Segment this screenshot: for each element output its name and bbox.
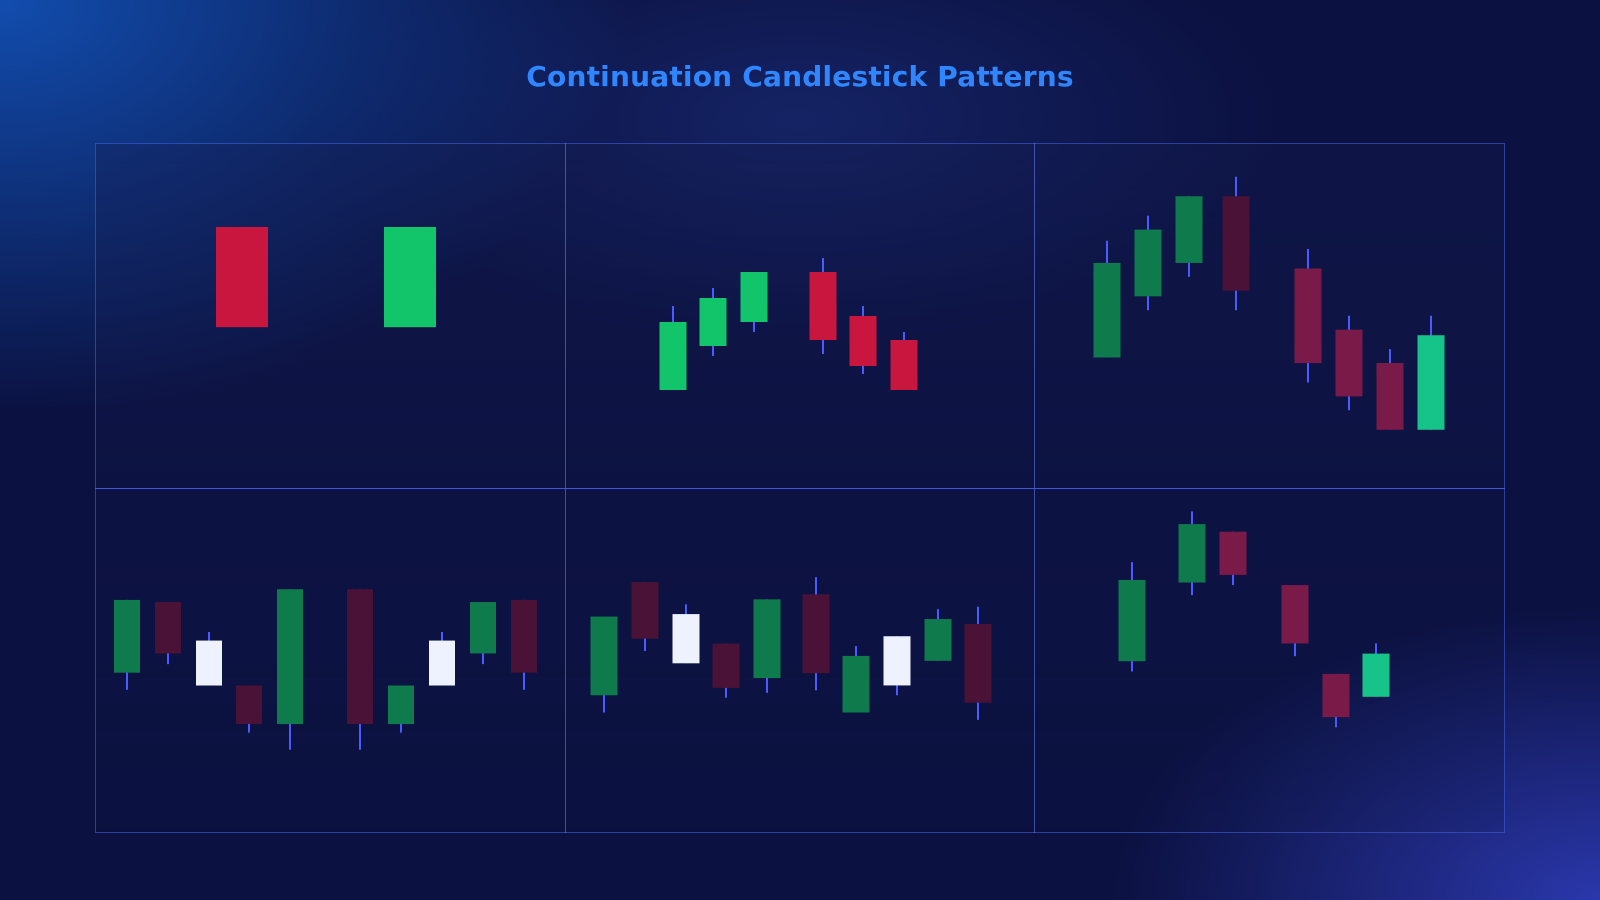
candle-3 (1175, 196, 1203, 277)
grid-divider-horizontal (95, 488, 1505, 489)
candle-3 (1219, 531, 1247, 586)
candle-body (1134, 229, 1162, 297)
candle-body (590, 616, 618, 696)
candle-body (1322, 673, 1350, 718)
panel-3 (1035, 144, 1504, 488)
candle-8 (429, 632, 455, 686)
candle-body (802, 594, 830, 674)
candle-2 (155, 602, 181, 665)
candle-7 (1376, 349, 1404, 430)
candle-1 (216, 227, 268, 328)
candle-body (347, 589, 373, 725)
candle-2 (384, 227, 436, 328)
candle-2 (631, 582, 659, 651)
panel-6 (1035, 489, 1504, 832)
candle-8 (1417, 315, 1445, 430)
candle-2 (1178, 511, 1206, 596)
candle-body (1222, 196, 1250, 291)
candle-5 (1322, 673, 1350, 728)
candle-body (196, 640, 222, 686)
candle-body (1219, 531, 1247, 575)
candle-3 (196, 632, 222, 686)
candle-2 (699, 288, 727, 356)
candle-body (631, 582, 659, 639)
candle-8 (883, 636, 911, 696)
candle-body (712, 643, 740, 688)
candle-5 (753, 599, 781, 693)
candle-1 (659, 306, 687, 390)
candle-6 (1362, 643, 1390, 697)
candle-body (1294, 268, 1322, 364)
panel-2 (566, 144, 1034, 488)
candle-body (384, 227, 436, 328)
candle-5 (277, 589, 303, 750)
panel-4-candles (114, 589, 537, 750)
candle-4 (1222, 176, 1250, 311)
candle-body (672, 614, 700, 664)
candle-body (753, 599, 781, 679)
candle-4 (236, 685, 262, 733)
panel-3-candles (1093, 176, 1445, 430)
panel-4 (96, 489, 565, 832)
candle-body (1376, 363, 1404, 430)
candle-body (155, 602, 181, 654)
candle-body (1362, 653, 1390, 697)
candle-6 (802, 577, 830, 691)
candle-3 (672, 604, 700, 664)
candle-6 (890, 332, 918, 390)
candle-body (1118, 579, 1146, 662)
panel-2-candles (659, 258, 918, 390)
candle-body (114, 599, 140, 673)
candle-4 (712, 643, 740, 698)
panel-1 (96, 144, 565, 488)
candle-5 (1294, 249, 1322, 383)
candle-body (1175, 196, 1203, 263)
candle-body (236, 685, 262, 725)
panel-1-candles (216, 227, 436, 328)
candle-body (216, 227, 268, 328)
candle-7 (388, 685, 414, 733)
candle-4 (809, 258, 837, 354)
candle-body (1178, 524, 1206, 583)
candle-9 (470, 602, 496, 665)
candle-body (1281, 585, 1309, 644)
candle-body (1417, 335, 1445, 430)
candle-body (388, 685, 414, 725)
candle-body (511, 599, 537, 673)
candle-10 (511, 599, 537, 690)
candle-1 (590, 616, 618, 713)
candle-body (890, 340, 918, 390)
candle-1 (114, 599, 140, 690)
candle-6 (1335, 315, 1363, 411)
candle-1 (1118, 562, 1146, 672)
candle-body (849, 316, 877, 366)
candle-body (809, 272, 837, 340)
candle-9 (924, 609, 952, 661)
candle-body (1335, 329, 1363, 397)
candle-body (740, 272, 768, 322)
candle-2 (1134, 215, 1162, 311)
candle-1 (1093, 240, 1121, 358)
candle-body (429, 640, 455, 686)
candle-5 (849, 306, 877, 374)
panel-5-candles (590, 577, 992, 720)
candle-body (699, 298, 727, 346)
candle-3 (740, 272, 768, 332)
candle-body (659, 322, 687, 390)
candle-body (883, 636, 911, 686)
candle-body (964, 623, 992, 703)
page-title: Continuation Candlestick Patterns (526, 60, 1074, 93)
candle-7 (842, 646, 870, 713)
panel-5 (566, 489, 1034, 832)
candle-10 (964, 606, 992, 720)
panel-6-candles (1118, 511, 1390, 728)
candle-4 (1281, 585, 1309, 657)
candle-body (470, 602, 496, 654)
candle-body (1093, 262, 1121, 358)
candle-body (277, 589, 303, 725)
candle-6 (347, 589, 373, 750)
candle-body (924, 619, 952, 661)
candle-body (842, 655, 870, 713)
